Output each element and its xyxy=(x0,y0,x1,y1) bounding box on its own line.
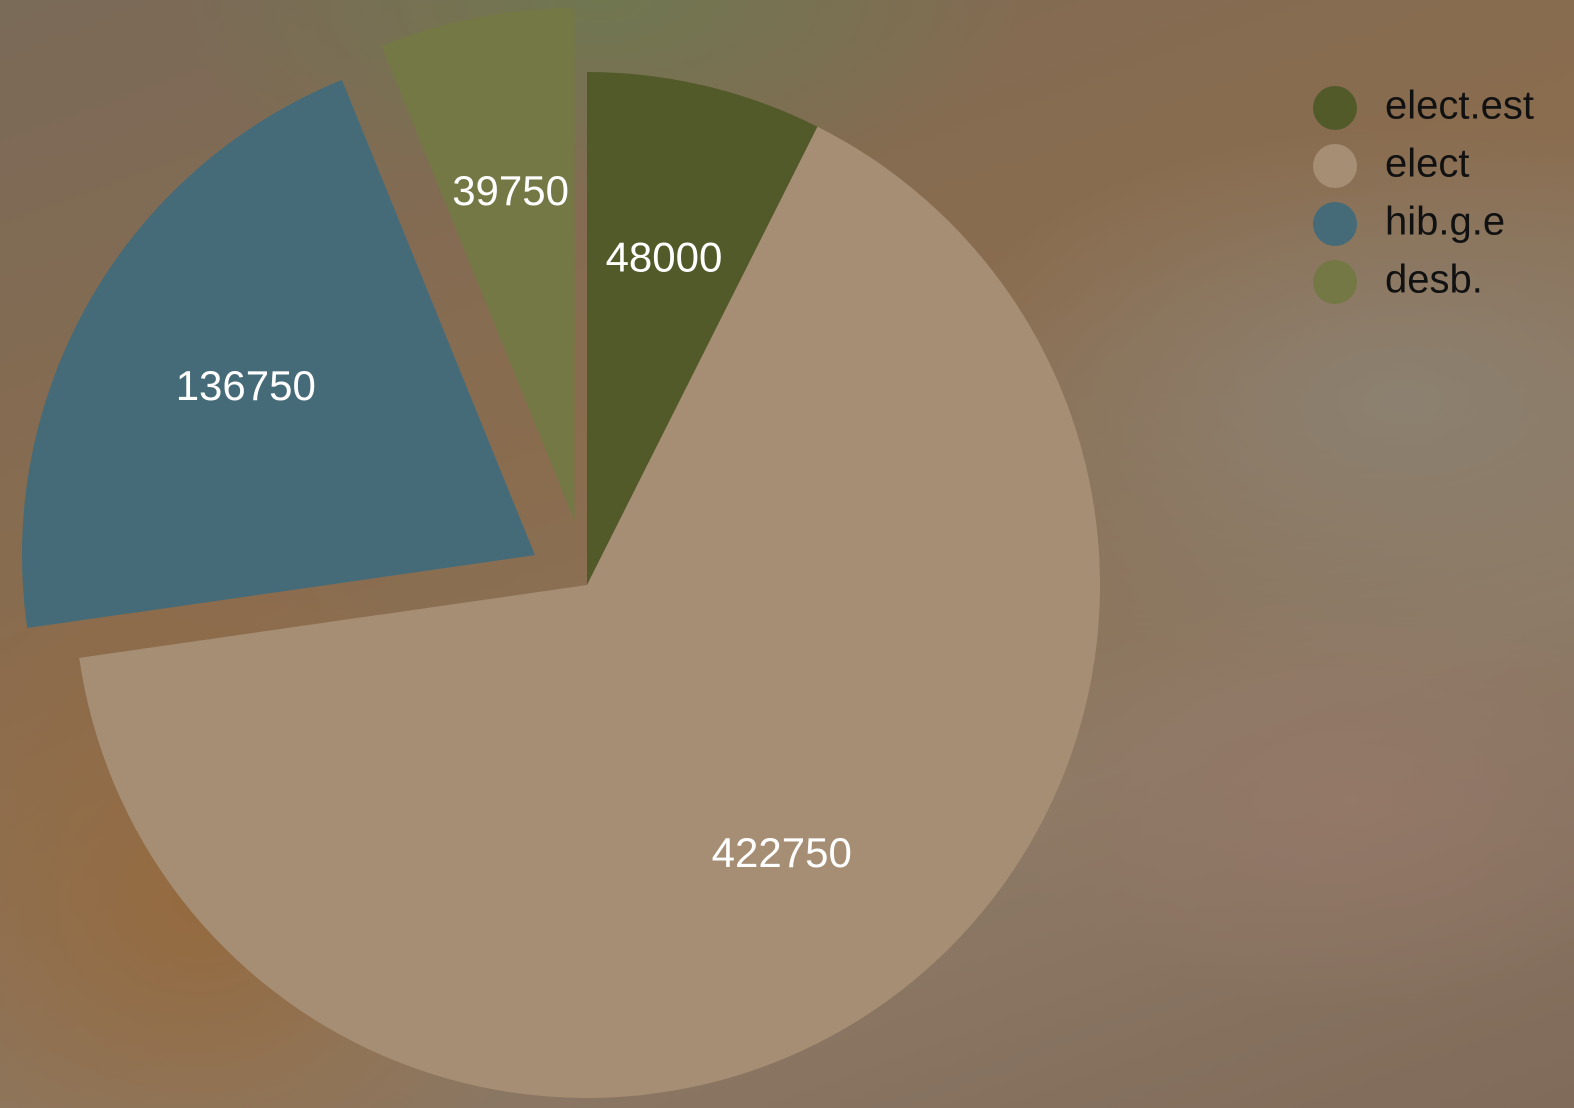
pie-slice xyxy=(587,72,818,585)
pie-slice xyxy=(21,79,535,629)
slice-label: 39750 xyxy=(452,167,569,214)
legend-label: hib.g.e xyxy=(1385,200,1505,244)
legend-label: elect xyxy=(1385,142,1470,186)
legend-swatch xyxy=(1313,202,1357,246)
slice-label: 136750 xyxy=(176,362,316,409)
slice-label: 48000 xyxy=(606,234,723,281)
legend-swatch xyxy=(1313,144,1357,188)
slice-label: 422750 xyxy=(712,829,852,876)
legend-swatch xyxy=(1313,86,1357,130)
pie-slice xyxy=(381,8,575,522)
legend-label: desb. xyxy=(1385,258,1483,302)
legend-label: elect.est xyxy=(1385,84,1534,128)
legend-swatch xyxy=(1313,260,1357,304)
pie-slice xyxy=(79,126,1100,1099)
